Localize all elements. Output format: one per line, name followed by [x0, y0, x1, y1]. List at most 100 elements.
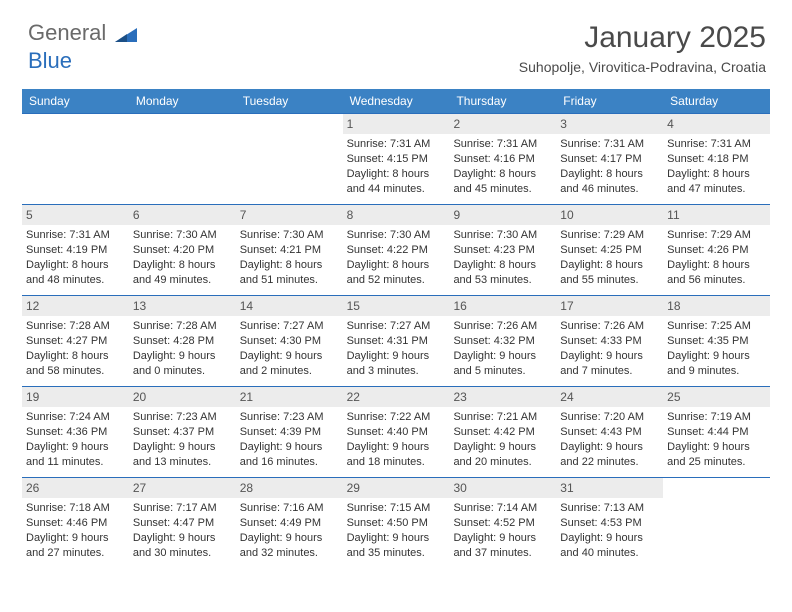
sunrise-text: Sunrise: 7:24 AM [26, 410, 125, 425]
sunset-text: Sunset: 4:43 PM [560, 425, 659, 440]
sunset-text: Sunset: 4:44 PM [667, 425, 766, 440]
day-cell: 10Sunrise: 7:29 AMSunset: 4:25 PMDayligh… [556, 205, 663, 295]
sunrise-text: Sunrise: 7:29 AM [667, 228, 766, 243]
daylight2-text: and 52 minutes. [347, 273, 446, 288]
sunrise-text: Sunrise: 7:28 AM [133, 319, 232, 334]
sunrise-text: Sunrise: 7:23 AM [240, 410, 339, 425]
sunrise-text: Sunrise: 7:31 AM [560, 137, 659, 152]
sunrise-text: Sunrise: 7:23 AM [133, 410, 232, 425]
sunrise-text: Sunrise: 7:16 AM [240, 501, 339, 516]
daylight2-text: and 16 minutes. [240, 455, 339, 470]
sunset-text: Sunset: 4:40 PM [347, 425, 446, 440]
sunset-text: Sunset: 4:27 PM [26, 334, 125, 349]
day-number: 21 [236, 387, 343, 407]
sunrise-text: Sunrise: 7:30 AM [133, 228, 232, 243]
daylight2-text: and 32 minutes. [240, 546, 339, 561]
daylight1-text: Daylight: 8 hours [560, 258, 659, 273]
sunrise-text: Sunrise: 7:25 AM [667, 319, 766, 334]
day-number: 11 [663, 205, 770, 225]
day-number: 26 [22, 478, 129, 498]
daylight1-text: Daylight: 8 hours [347, 258, 446, 273]
daylight1-text: Daylight: 9 hours [453, 531, 552, 546]
sunset-text: Sunset: 4:22 PM [347, 243, 446, 258]
daylight1-text: Daylight: 8 hours [133, 258, 232, 273]
sunrise-text: Sunrise: 7:15 AM [347, 501, 446, 516]
weekday-header: Tuesday [236, 89, 343, 113]
daylight1-text: Daylight: 9 hours [560, 531, 659, 546]
daylight2-text: and 0 minutes. [133, 364, 232, 379]
sunset-text: Sunset: 4:31 PM [347, 334, 446, 349]
daylight1-text: Daylight: 9 hours [347, 531, 446, 546]
daylight2-text: and 56 minutes. [667, 273, 766, 288]
day-number: 1 [343, 114, 450, 134]
sunrise-text: Sunrise: 7:30 AM [240, 228, 339, 243]
daylight1-text: Daylight: 9 hours [560, 349, 659, 364]
sunrise-text: Sunrise: 7:31 AM [667, 137, 766, 152]
weekday-header-row: Sunday Monday Tuesday Wednesday Thursday… [22, 89, 770, 113]
daylight2-text: and 47 minutes. [667, 182, 766, 197]
day-number: 9 [449, 205, 556, 225]
daylight1-text: Daylight: 9 hours [26, 531, 125, 546]
day-number: 30 [449, 478, 556, 498]
sunset-text: Sunset: 4:50 PM [347, 516, 446, 531]
day-number: 10 [556, 205, 663, 225]
day-cell: 8Sunrise: 7:30 AMSunset: 4:22 PMDaylight… [343, 205, 450, 295]
sunset-text: Sunset: 4:15 PM [347, 152, 446, 167]
daylight2-text: and 53 minutes. [453, 273, 552, 288]
week-row: 12Sunrise: 7:28 AMSunset: 4:27 PMDayligh… [22, 295, 770, 386]
sunset-text: Sunset: 4:35 PM [667, 334, 766, 349]
day-cell: 24 Sunrise: 7:20 AMSunset: 4:43 PMDayligh… [556, 387, 663, 477]
day-cell: 15Sunrise: 7:27 AMSunset: 4:31 PMDayligh… [343, 296, 450, 386]
day-number: 20 [129, 387, 236, 407]
daylight1-text: Daylight: 9 hours [453, 440, 552, 455]
day-number: 27 [129, 478, 236, 498]
sunset-text: Sunset: 4:46 PM [26, 516, 125, 531]
week-row: 1Sunrise: 7:31 AMSunset: 4:15 PMDaylight… [22, 113, 770, 204]
daylight1-text: Daylight: 9 hours [240, 440, 339, 455]
day-cell: 7Sunrise: 7:30 AMSunset: 4:21 PMDaylight… [236, 205, 343, 295]
daylight2-text: and 44 minutes. [347, 182, 446, 197]
daylight2-text: and 46 minutes. [560, 182, 659, 197]
day-cell: 28Sunrise: 7:16 AMSunset: 4:49 PMDayligh… [236, 478, 343, 568]
daylight2-text: and 22 minutes. [560, 455, 659, 470]
sunrise-text: Sunrise: 7:20 AM [560, 410, 659, 425]
day-number: 29 [343, 478, 450, 498]
day-cell: 29 Sunrise: 7:15 AMSunset: 4:50 PMDayligh… [343, 478, 450, 568]
day-number: 12 [22, 296, 129, 316]
day-number: 2 [449, 114, 556, 134]
day-number: 25 [663, 387, 770, 407]
daylight2-text: and 3 minutes. [347, 364, 446, 379]
weekday-header: Friday [556, 89, 663, 113]
day-cell: 23Sunrise: 7:21 AMSunset: 4:42 PMDayligh… [449, 387, 556, 477]
day-number: 14 [236, 296, 343, 316]
daylight2-text: and 18 minutes. [347, 455, 446, 470]
sunset-text: Sunset: 4:21 PM [240, 243, 339, 258]
sunset-text: Sunset: 4:37 PM [133, 425, 232, 440]
daylight1-text: Daylight: 9 hours [240, 531, 339, 546]
day-cell [663, 478, 770, 568]
day-cell: 26Sunrise: 7:18 AMSunset: 4:46 PMDayligh… [22, 478, 129, 568]
daylight1-text: Daylight: 9 hours [560, 440, 659, 455]
daylight1-text: Daylight: 8 hours [347, 167, 446, 182]
sunrise-text: Sunrise: 7:31 AM [453, 137, 552, 152]
week-row: 5Sunrise: 7:31 AMSunset: 4:19 PMDaylight… [22, 204, 770, 295]
sunset-text: Sunset: 4:17 PM [560, 152, 659, 167]
day-number: 4 [663, 114, 770, 134]
calendar: Sunday Monday Tuesday Wednesday Thursday… [22, 89, 770, 568]
day-cell: 12Sunrise: 7:28 AMSunset: 4:27 PMDayligh… [22, 296, 129, 386]
day-cell: 27Sunrise: 7:17 AMSunset: 4:47 PMDayligh… [129, 478, 236, 568]
sunrise-text: Sunrise: 7:27 AM [347, 319, 446, 334]
day-cell: 6Sunrise: 7:30 AMSunset: 4:20 PMDaylight… [129, 205, 236, 295]
sunset-text: Sunset: 4:53 PM [560, 516, 659, 531]
sunset-text: Sunset: 4:26 PM [667, 243, 766, 258]
daylight2-text: and 51 minutes. [240, 273, 339, 288]
daylight1-text: Daylight: 8 hours [26, 349, 125, 364]
daylight1-text: Daylight: 8 hours [667, 258, 766, 273]
sunrise-text: Sunrise: 7:22 AM [347, 410, 446, 425]
day-number: 24 [556, 387, 663, 407]
day-cell: 11 Sunrise: 7:29 AMSunset: 4:26 PMDayligh… [663, 205, 770, 295]
sunrise-text: Sunrise: 7:29 AM [560, 228, 659, 243]
brand-part2: Blue [28, 48, 72, 73]
day-number: 7 [236, 205, 343, 225]
day-cell [236, 114, 343, 204]
